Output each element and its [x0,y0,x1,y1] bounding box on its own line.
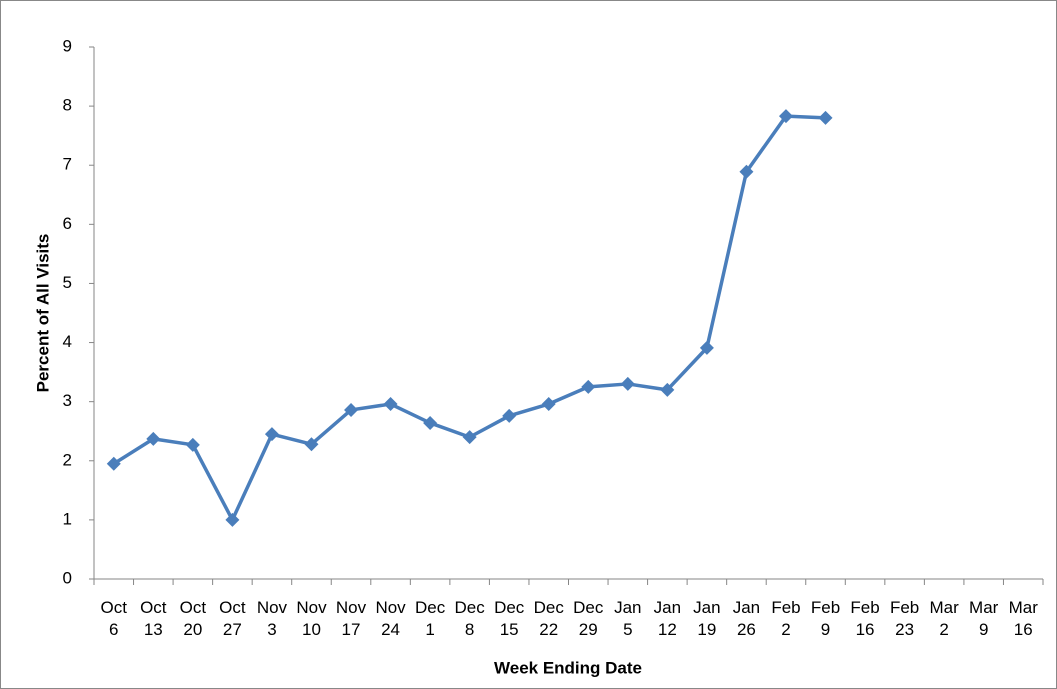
marker [699,340,714,355]
x-tick-label: Feb 23 [889,598,920,639]
x-tick-label: Nov 17 [335,598,367,639]
marker [185,437,200,452]
x-tick-label: Jan 26 [732,598,761,639]
marker [304,437,319,452]
marker [739,164,754,179]
x-tick-label: Dec 1 [414,598,446,639]
x-tick-label: Oct 13 [140,598,167,639]
marker [146,431,161,446]
y-tick-label: 5 [63,273,72,292]
x-tick-label: Mar 9 [969,598,999,639]
y-tick-label: 8 [63,96,72,115]
x-tick-label: Oct 6 [100,598,127,639]
x-tick-label: Dec 22 [533,598,564,639]
y-tick-label: 3 [63,391,72,410]
marker [778,109,793,124]
marker [225,512,240,527]
y-tick-label: 7 [63,155,72,174]
marker [344,402,359,417]
x-tick-label: Nov 3 [256,598,288,639]
marker [423,415,438,430]
marker [818,110,833,125]
x-tick-label: Oct 27 [219,598,246,639]
x-tick-label: Feb 16 [850,598,880,639]
x-tick-label: Jan 19 [693,598,721,639]
x-tick-label: Dec 29 [573,598,604,639]
marker [620,376,635,391]
marker [106,456,121,471]
marker [264,427,279,442]
marker [462,430,477,445]
x-tick-label: Jan 5 [614,598,642,639]
marker [541,397,556,412]
x-tick-label: Dec 15 [494,598,525,639]
x-tick-label: Feb 9 [810,598,841,639]
x-tick-label: Mar 16 [1008,598,1038,639]
y-tick-label: 4 [63,332,72,351]
marker [660,382,675,397]
x-tick-label: Jan 12 [653,598,682,639]
x-tick-label: Nov 10 [296,598,327,639]
x-tick-label: Nov 24 [375,598,406,639]
marker [581,379,596,394]
marker [383,397,398,412]
y-tick-label: 6 [63,214,72,233]
x-tick-label: Feb 2 [771,598,801,639]
x-tick-label: Mar 2 [929,598,959,639]
y-tick-label: 0 [63,568,72,587]
y-tick-label: 9 [63,36,72,55]
x-tick-label: Dec 8 [454,598,485,639]
x-axis-label: Week Ending Date [494,658,642,677]
marker [502,408,517,423]
y-tick-label: 2 [63,450,72,469]
y-tick-label: 1 [63,509,72,528]
y-axis-label: Percent of All Visits [33,234,52,393]
x-tick-label: Oct 20 [179,598,207,639]
